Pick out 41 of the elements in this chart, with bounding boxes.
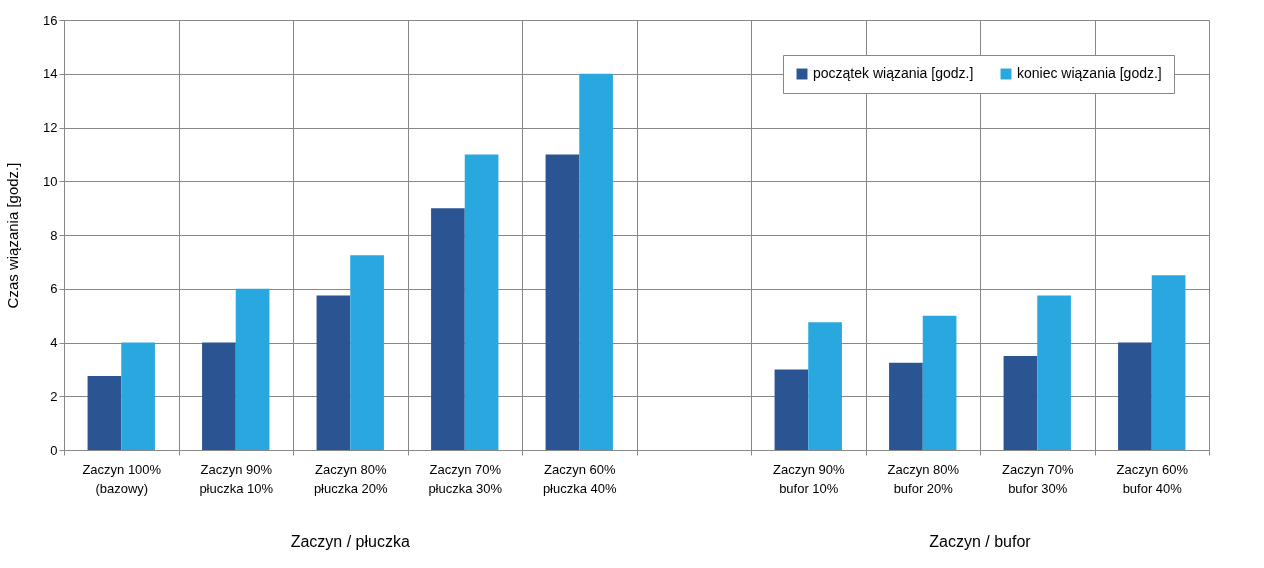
- x-tick-label: Zaczyn 70% płuczka 30%: [428, 461, 503, 496]
- y-tick-label: 14: [43, 66, 58, 82]
- bar: [431, 208, 465, 450]
- bar: [1151, 275, 1186, 450]
- y-tick-label: 0: [50, 442, 58, 458]
- bar: [545, 154, 580, 450]
- bar: [774, 369, 809, 450]
- bar: [121, 342, 155, 450]
- y-tick-label: 10: [43, 173, 58, 189]
- bar: [579, 73, 613, 450]
- bar: [808, 322, 842, 450]
- x-tick-label: Zaczyn 70% bufor 30%: [1001, 461, 1074, 496]
- bar: [1003, 355, 1038, 450]
- x-tick-label: Zaczyn 60% płuczka 40%: [542, 461, 618, 496]
- y-tick-label: 16: [43, 12, 58, 28]
- text: Zaczyn / płuczka: [290, 533, 410, 550]
- y-tick-label: 6: [50, 281, 58, 297]
- y-tick-label: 12: [43, 120, 58, 135]
- bar: [235, 288, 270, 450]
- bar: [316, 295, 351, 450]
- text: Zaczyn / bufor: [929, 533, 1032, 550]
- bar: [922, 315, 957, 450]
- legend-label: początek wiązania [godz.]: [813, 65, 974, 81]
- x-tick-label: Zaczyn 80% bufor 20%: [887, 461, 960, 496]
- x-tick-label: Zaczyn 90% bufor 10%: [772, 461, 845, 496]
- x-tick-label: Zaczyn 100% (bazowy): [82, 461, 162, 496]
- x-tick-label: Zaczyn 90% płuczka 10%: [199, 461, 274, 496]
- bar: [87, 376, 122, 450]
- legend-label: koniec wiązania [godz.]: [1017, 65, 1162, 81]
- bar: [202, 342, 236, 450]
- x-tick-label: Zaczyn 80% płuczka 20%: [313, 461, 389, 496]
- y-axis-title: Czas wiązania [godz.]: [4, 162, 22, 309]
- y-tick-label: 8: [50, 227, 58, 243]
- bar: [464, 154, 499, 450]
- y-tick-label: 4: [50, 335, 58, 350]
- bar: [889, 362, 923, 450]
- bar: [1118, 342, 1152, 450]
- x-tick-label: Zaczyn 60% bufor 40%: [1116, 461, 1189, 496]
- bar: [1037, 295, 1071, 450]
- bar: [350, 255, 384, 450]
- y-tick-label: 2: [50, 388, 58, 404]
